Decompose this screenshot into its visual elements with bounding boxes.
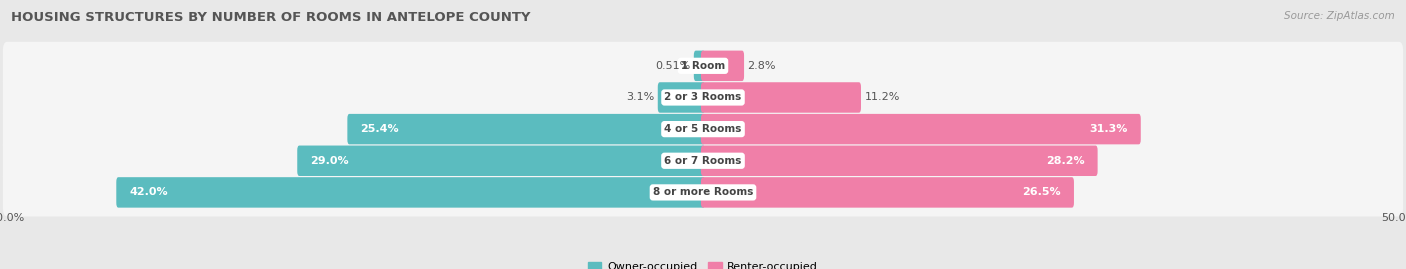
- Legend: Owner-occupied, Renter-occupied: Owner-occupied, Renter-occupied: [588, 262, 818, 269]
- Text: Source: ZipAtlas.com: Source: ZipAtlas.com: [1284, 11, 1395, 21]
- FancyBboxPatch shape: [3, 105, 1403, 153]
- Text: 4 or 5 Rooms: 4 or 5 Rooms: [664, 124, 742, 134]
- FancyBboxPatch shape: [3, 137, 1403, 185]
- FancyBboxPatch shape: [3, 42, 1403, 90]
- FancyBboxPatch shape: [702, 51, 744, 81]
- Text: 29.0%: 29.0%: [311, 156, 349, 166]
- FancyBboxPatch shape: [702, 114, 1140, 144]
- Text: 25.4%: 25.4%: [360, 124, 399, 134]
- FancyBboxPatch shape: [297, 146, 704, 176]
- FancyBboxPatch shape: [702, 82, 860, 113]
- Text: 0.51%: 0.51%: [655, 61, 690, 71]
- FancyBboxPatch shape: [3, 73, 1403, 122]
- Text: 8 or more Rooms: 8 or more Rooms: [652, 187, 754, 197]
- Text: 42.0%: 42.0%: [129, 187, 169, 197]
- FancyBboxPatch shape: [3, 168, 1403, 217]
- Text: 1 Room: 1 Room: [681, 61, 725, 71]
- Text: 2.8%: 2.8%: [748, 61, 776, 71]
- Text: 11.2%: 11.2%: [865, 93, 900, 102]
- Text: 31.3%: 31.3%: [1090, 124, 1128, 134]
- FancyBboxPatch shape: [702, 146, 1098, 176]
- FancyBboxPatch shape: [347, 114, 704, 144]
- FancyBboxPatch shape: [702, 177, 1074, 208]
- Text: 28.2%: 28.2%: [1046, 156, 1084, 166]
- Text: HOUSING STRUCTURES BY NUMBER OF ROOMS IN ANTELOPE COUNTY: HOUSING STRUCTURES BY NUMBER OF ROOMS IN…: [11, 11, 530, 24]
- Text: 26.5%: 26.5%: [1022, 187, 1060, 197]
- FancyBboxPatch shape: [658, 82, 704, 113]
- Text: 6 or 7 Rooms: 6 or 7 Rooms: [664, 156, 742, 166]
- FancyBboxPatch shape: [693, 51, 704, 81]
- Text: 3.1%: 3.1%: [626, 93, 654, 102]
- FancyBboxPatch shape: [117, 177, 704, 208]
- Text: 2 or 3 Rooms: 2 or 3 Rooms: [665, 93, 741, 102]
